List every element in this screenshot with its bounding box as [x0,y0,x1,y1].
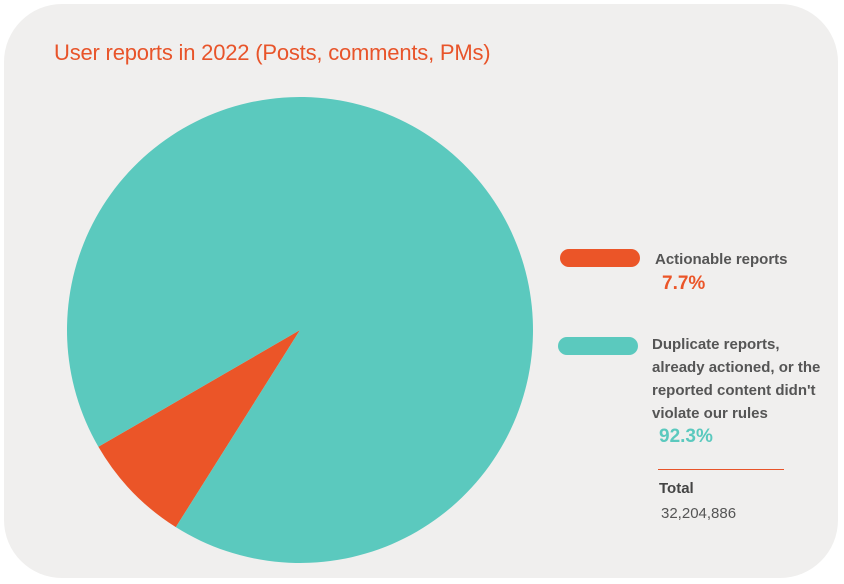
legend-percent-actionable: 7.7% [662,273,706,294]
legend-label-actionable: Actionable reports [655,251,788,268]
total-divider [658,469,784,470]
total-label: Total [659,480,694,497]
legend-percent-duplicate: 92.3% [659,426,713,447]
pie-slice-actionable [98,330,301,528]
chart-title: User reports in 2022 (Posts, comments, P… [54,40,491,65]
legend-label-duplicate: Duplicate reports, already actioned, or … [652,336,821,422]
total-value: 32,204,886 [661,505,737,522]
legend-swatch-actionable [560,249,640,267]
legend-swatch-duplicate [558,337,638,355]
pie-slice-duplicate [67,97,533,564]
